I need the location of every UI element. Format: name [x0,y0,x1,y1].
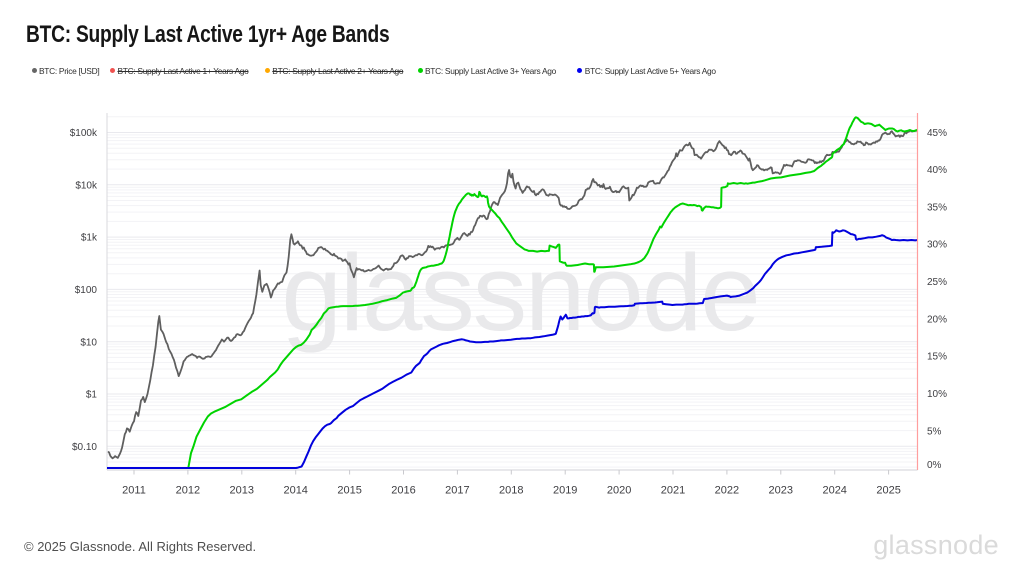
svg-text:$1k: $1k [81,233,98,244]
svg-text:25%: 25% [927,277,947,288]
svg-text:5%: 5% [927,426,942,437]
svg-text:$10: $10 [80,337,97,348]
svg-text:15%: 15% [927,352,947,363]
svg-text:2020: 2020 [607,485,631,497]
svg-text:2022: 2022 [715,485,739,497]
svg-text:2024: 2024 [822,485,846,497]
svg-text:$100k: $100k [70,128,98,139]
svg-text:$0.10: $0.10 [72,442,97,453]
svg-text:10%: 10% [927,389,947,400]
svg-text:30%: 30% [927,240,947,251]
svg-text:2021: 2021 [661,485,685,497]
svg-text:35%: 35% [927,202,947,213]
svg-text:2016: 2016 [391,485,415,497]
svg-text:0%: 0% [927,460,942,471]
svg-text:2013: 2013 [230,485,254,497]
svg-text:2018: 2018 [499,485,523,497]
svg-text:20%: 20% [927,314,947,325]
svg-text:2011: 2011 [122,485,146,497]
svg-text:45%: 45% [927,128,947,139]
svg-text:$100: $100 [75,285,98,296]
svg-text:2025: 2025 [876,485,900,497]
svg-text:2012: 2012 [176,485,200,497]
svg-text:2017: 2017 [445,485,469,497]
svg-text:2023: 2023 [769,485,793,497]
svg-text:glassnode: glassnode [281,232,758,354]
svg-text:$1: $1 [86,390,98,401]
svg-text:$10k: $10k [75,180,98,191]
svg-text:2015: 2015 [337,485,361,497]
svg-text:2019: 2019 [553,485,577,497]
svg-text:40%: 40% [927,165,947,176]
svg-text:2014: 2014 [283,485,307,497]
